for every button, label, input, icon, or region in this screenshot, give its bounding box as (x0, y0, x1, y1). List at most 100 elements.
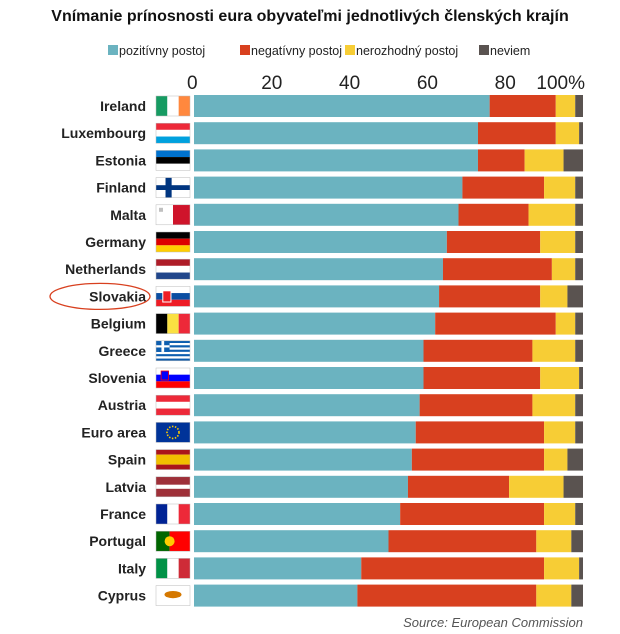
flag-icon-portugal (155, 530, 191, 552)
x-tick-label-0: 0 (187, 73, 198, 94)
chart-row-netherlands: Netherlands (65, 258, 583, 281)
bar-segment-cyprus-neviem (571, 584, 583, 607)
bar-segment-luxembourg-pozit-vny-postoj (194, 122, 478, 145)
chart-row-germany: Germany (85, 231, 583, 253)
bar-segment-germany-pozit-vny-postoj (194, 231, 447, 253)
x-axis-ticks: 0 20 40 60 80 100% (187, 73, 585, 94)
category-label-malta: Malta (110, 207, 146, 223)
x-tick-label-4: 80 (495, 73, 516, 94)
bar-segment-italy-neviem (579, 557, 583, 580)
category-label-cyprus: Cyprus (98, 588, 146, 604)
bar-segment-france-nerozhodn-postoj (544, 503, 576, 525)
bar-segment-malta-negat-vny-postoj (458, 203, 529, 226)
bar-segment-finland-nerozhodn-postoj (544, 176, 576, 199)
bar-segment-germany-neviem (575, 231, 583, 253)
flag-icon-luxembourg (155, 122, 191, 144)
chart-row-austria: Austria (98, 394, 583, 417)
bar-segment-estonia-pozit-vny-postoj (194, 149, 478, 172)
bar-segment-greece-negat-vny-postoj (423, 339, 533, 362)
legend-label-neviem: neviem (490, 44, 530, 58)
bar-segment-greece-neviem (575, 339, 583, 362)
chart-row-ireland: Ireland (100, 95, 583, 117)
bar-segment-ireland-neviem (575, 95, 583, 117)
bar-segment-austria-neviem (575, 394, 583, 417)
flag-icon-spain (155, 449, 191, 470)
category-label-italy: Italy (118, 560, 146, 576)
bar-segment-malta-pozit-vny-postoj (194, 203, 459, 226)
category-label-slovenia: Slovenia (88, 370, 146, 386)
bar-segment-netherlands-neviem (575, 258, 583, 281)
legend-label-nerozhodn-postoj: nerozhodný postoj (356, 44, 458, 58)
chart-row-italy: Italy (118, 557, 583, 580)
legend-swatch-neviem (479, 45, 489, 55)
bar-segment-belgium-negat-vny-postoj (435, 312, 556, 335)
x-tick-label-5: 100% (536, 73, 585, 94)
flag-icon-malta (155, 204, 191, 226)
bar-segment-ireland-nerozhodn-postoj (555, 95, 576, 117)
bar-segment-luxembourg-nerozhodn-postoj (555, 122, 580, 145)
chart-row-finland: Finland (96, 176, 583, 199)
bar-segment-slovakia-pozit-vny-postoj (194, 285, 440, 308)
bar-segment-portugal-neviem (571, 530, 583, 553)
chart-row-malta: Malta (110, 203, 583, 226)
bar-segment-latvia-nerozhodn-postoj (509, 475, 564, 498)
legend-label-negat-vny-postoj: negatívny postoj (251, 44, 342, 58)
bar-segment-portugal-negat-vny-postoj (388, 530, 537, 553)
chart-row-cyprus: Cyprus (98, 584, 583, 607)
category-label-netherlands: Netherlands (65, 261, 146, 277)
bar-segment-belgium-pozit-vny-postoj (194, 312, 436, 335)
flag-icon-latvia (155, 476, 191, 498)
bar-segment-italy-pozit-vny-postoj (194, 557, 362, 580)
bar-segment-greece-nerozhodn-postoj (532, 339, 576, 362)
x-tick-label-3: 60 (417, 73, 438, 94)
category-label-latvia: Latvia (106, 479, 147, 495)
legend-swatch-nerozhodn-postoj (345, 45, 355, 55)
bar-segment-finland-negat-vny-postoj (462, 176, 545, 199)
category-label-estonia: Estonia (95, 152, 146, 168)
x-tick-label-1: 20 (261, 73, 282, 94)
bar-segment-france-negat-vny-postoj (400, 503, 545, 525)
flag-icon-netherlands (155, 258, 191, 280)
bar-segment-netherlands-nerozhodn-postoj (551, 258, 576, 281)
bar-segment-slovenia-neviem (579, 367, 583, 389)
chart-row-greece: Greece (99, 339, 583, 362)
chart-row-estonia: Estonia (95, 149, 583, 172)
bar-segment-spain-pozit-vny-postoj (194, 448, 412, 471)
bar-segment-euro-area-neviem (575, 421, 583, 444)
flag-icon-estonia (155, 150, 191, 171)
bar-segment-latvia-negat-vny-postoj (407, 475, 510, 498)
legend-swatch-negat-vny-postoj (240, 45, 250, 55)
category-label-greece: Greece (99, 343, 147, 359)
category-label-belgium: Belgium (91, 316, 146, 332)
bar-segment-netherlands-pozit-vny-postoj (194, 258, 443, 281)
legend: pozitívny postoj negatívny postoj nerozhod… (108, 44, 530, 58)
bar-segment-latvia-neviem (563, 475, 583, 498)
chart-row-spain: Spain (108, 448, 583, 471)
bar-segment-netherlands-negat-vny-postoj (442, 258, 552, 281)
bar-segment-euro-area-negat-vny-postoj (415, 421, 545, 444)
highlight-circle (49, 282, 151, 311)
chart-rows: Ireland Luxembourg Estonia Finland Malta Germ… (61, 95, 583, 607)
bar-segment-germany-negat-vny-postoj (446, 231, 541, 253)
bar-segment-latvia-pozit-vny-postoj (194, 475, 408, 498)
bar-segment-italy-negat-vny-postoj (361, 557, 545, 580)
bar-segment-luxembourg-neviem (579, 122, 583, 145)
bar-segment-cyprus-negat-vny-postoj (357, 584, 537, 607)
bar-segment-slovenia-nerozhodn-postoj (540, 367, 580, 389)
flag-icon-germany (155, 231, 191, 253)
category-label-austria: Austria (98, 397, 146, 413)
source-note: Source: European Commission (403, 615, 583, 630)
bar-segment-spain-neviem (567, 448, 583, 471)
chart-row-slovakia: Slovakia (89, 285, 583, 308)
flag-icon-finland (155, 177, 191, 198)
bar-segment-belgium-nerozhodn-postoj (555, 312, 576, 335)
flag-icon-ireland (155, 95, 191, 117)
bar-segment-spain-nerozhodn-postoj (544, 448, 568, 471)
bar-segment-estonia-neviem (563, 149, 583, 172)
bar-segment-finland-pozit-vny-postoj (194, 176, 463, 199)
flag-icon-slovenia (155, 367, 191, 389)
bar-segment-euro-area-pozit-vny-postoj (194, 421, 416, 444)
flag-icon-austria (155, 394, 191, 416)
flag-icon-euro-area (155, 422, 191, 443)
